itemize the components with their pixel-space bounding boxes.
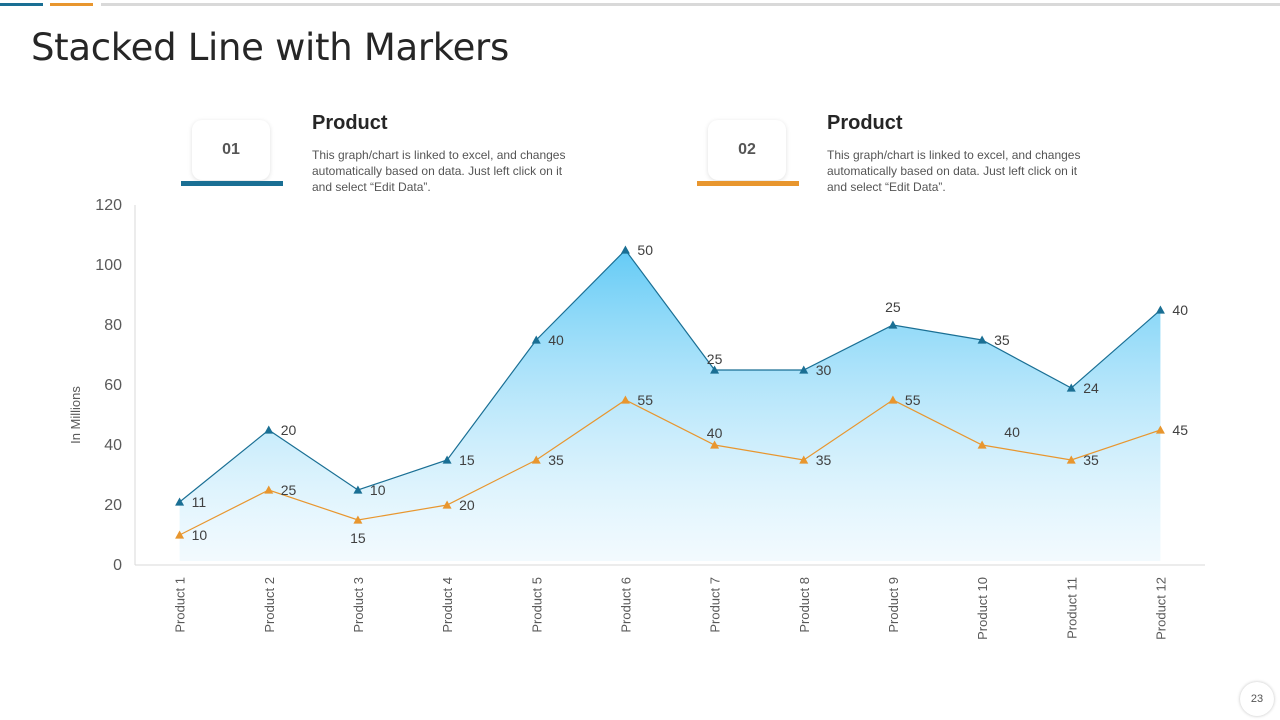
- accent-bar-grey: [101, 3, 1280, 6]
- legend-description-1: This graph/chart is linked to excel, and…: [312, 148, 566, 194]
- series-2-marker: [442, 500, 452, 509]
- x-tick-label: Product 1: [173, 577, 188, 633]
- series-1-marker: [710, 365, 720, 374]
- page-number: 23: [1240, 682, 1274, 716]
- area-fill-series-1: [179, 250, 1161, 561]
- x-tick-label: Product 12: [1153, 577, 1168, 640]
- y-tick-label: 60: [104, 377, 122, 394]
- legend-title-2: Product: [827, 112, 903, 134]
- legend-underline-2: [697, 181, 799, 186]
- series-2-marker: [799, 455, 809, 464]
- series-1-marker: [1066, 383, 1076, 392]
- series-2-line: [179, 399, 1161, 536]
- y-tick-label: 20: [104, 497, 122, 514]
- series-1-marker: [353, 485, 363, 494]
- series-1-marker: [799, 365, 809, 374]
- series-2-marker: [175, 530, 185, 539]
- series-2-data-label: 10: [192, 527, 208, 543]
- series-1-data-label: 30: [816, 362, 832, 378]
- series-2-marker: [888, 395, 898, 404]
- series-2-marker: [531, 455, 541, 464]
- series-2-data-label: 55: [637, 392, 653, 408]
- series-1-marker: [620, 245, 630, 254]
- series-2-marker: [620, 395, 630, 404]
- series-2-marker: [264, 485, 274, 494]
- series-2-data-label: 55: [905, 392, 921, 408]
- series-1-marker: [175, 497, 185, 506]
- series-1-marker: [264, 425, 274, 434]
- x-tick-label: Product 7: [708, 577, 723, 633]
- y-tick-label: 0: [113, 557, 122, 574]
- x-tick-label: Product 11: [1064, 577, 1079, 639]
- series-1-line: [179, 249, 1161, 503]
- series-1-data-label: 20: [281, 422, 297, 438]
- series-1-data-label: 35: [994, 332, 1010, 348]
- y-tick-label: 120: [95, 197, 122, 214]
- series-2-data-label: 25: [281, 482, 297, 498]
- series-1-marker: [531, 335, 541, 344]
- series-2-data-label: 35: [1083, 452, 1099, 468]
- y-tick-label: 40: [104, 437, 122, 454]
- accent-bar-blue: [0, 3, 43, 6]
- accent-bar-orange: [50, 3, 93, 6]
- series-1-marker: [977, 335, 987, 344]
- series-2-marker: [977, 440, 987, 449]
- x-tick-label: Product 2: [262, 577, 277, 633]
- series-2-data-label: 35: [816, 452, 832, 468]
- series-1-data-label: 11: [192, 494, 207, 510]
- series-1-data-label: 40: [1172, 302, 1188, 318]
- x-tick-label: Product 4: [440, 577, 455, 633]
- series-2-data-label: 40: [1004, 424, 1020, 440]
- x-tick-label: Product 6: [618, 577, 633, 633]
- series-1-marker: [442, 455, 452, 464]
- x-tick-label: Product 3: [351, 577, 366, 633]
- series-1-data-label: 50: [637, 242, 653, 258]
- x-tick-label: Product 10: [975, 577, 990, 640]
- slide-title: Stacked Line with Markers: [31, 26, 509, 69]
- series-2-marker: [710, 440, 720, 449]
- series-1-marker: [1155, 305, 1165, 314]
- x-tick-label: Product 5: [529, 577, 544, 633]
- legend-description-2: This graph/chart is linked to excel, and…: [827, 148, 1081, 194]
- series-2-data-label: 40: [707, 425, 723, 441]
- series-2-marker: [353, 515, 363, 524]
- series-1-data-label: 40: [548, 332, 564, 348]
- series-2-data-label: 35: [548, 452, 564, 468]
- y-tick-label: 80: [104, 317, 122, 334]
- legend-number-box-1: 01: [192, 120, 270, 180]
- series-1-data-label: 15: [459, 452, 475, 468]
- series-1-marker: [888, 320, 898, 329]
- series-2-data-label: 20: [459, 497, 475, 513]
- series-2-marker: [1066, 455, 1076, 464]
- x-tick-label: Product 8: [797, 577, 812, 633]
- legend-number-box-2: 02: [708, 120, 786, 180]
- legend-title-1: Product: [312, 112, 388, 134]
- series-1-data-label: 10: [370, 482, 386, 498]
- legend-underline-1: [181, 181, 283, 186]
- series-1-data-label: 25: [707, 351, 723, 367]
- series-1-data-label: 24: [1083, 380, 1099, 396]
- series-1-data-label: 25: [885, 299, 901, 315]
- series-2-data-label: 15: [350, 530, 366, 546]
- series-2-marker: [1155, 425, 1165, 434]
- x-tick-label: Product 9: [886, 577, 901, 633]
- series-2-data-label: 45: [1172, 422, 1188, 438]
- y-axis-title: In Millions: [68, 386, 83, 444]
- y-tick-label: 100: [95, 257, 122, 274]
